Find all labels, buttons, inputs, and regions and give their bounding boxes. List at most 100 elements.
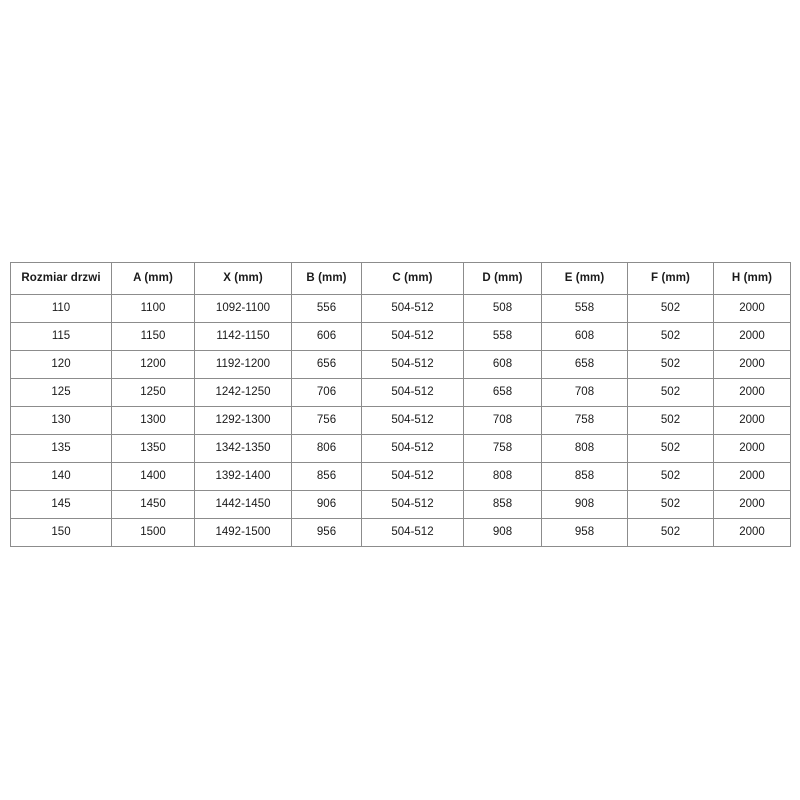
table-cell: 504-512 <box>361 294 464 323</box>
door-size-spec-table: Rozmiar drzwi A (mm) X (mm) B (mm) C (mm) D (… <box>10 262 791 547</box>
table-cell: 656 <box>291 350 362 379</box>
table-cell: 1200 <box>111 350 195 379</box>
table-cell: 2000 <box>713 490 791 519</box>
row-label-cell: 115 <box>10 322 112 351</box>
row-label-cell: 135 <box>10 434 112 463</box>
table-cell: 504-512 <box>361 490 464 519</box>
table-cell: 2000 <box>713 350 791 379</box>
table-cell: 908 <box>541 490 628 519</box>
table-header: Rozmiar drzwi A (mm) X (mm) B (mm) C (mm) D (… <box>10 262 791 295</box>
table-cell: 856 <box>291 462 362 491</box>
table-cell: 502 <box>627 490 714 519</box>
spec-table-container: Rozmiar drzwi A (mm) X (mm) B (mm) C (mm) D (… <box>10 262 791 547</box>
table-row: 145 1450 1442-1450 906 504-512 858 908 502 2000 <box>10 490 791 519</box>
table-cell: 502 <box>627 378 714 407</box>
table-cell: 958 <box>541 518 628 547</box>
table-cell: 1342-1350 <box>194 434 292 463</box>
table-cell: 1142-1150 <box>194 322 292 351</box>
table-row: 150 1500 1492-1500 956 504-512 908 958 502 2000 <box>10 518 791 547</box>
column-header: B (mm) <box>291 262 362 295</box>
table-cell: 504-512 <box>361 518 464 547</box>
table-cell: 758 <box>541 406 628 435</box>
table-cell: 1450 <box>111 490 195 519</box>
column-header: E (mm) <box>541 262 628 295</box>
column-header: D (mm) <box>463 262 542 295</box>
table-cell: 608 <box>541 322 628 351</box>
table-cell: 756 <box>291 406 362 435</box>
table-cell: 906 <box>291 490 362 519</box>
table-cell: 1250 <box>111 378 195 407</box>
table-cell: 1092-1100 <box>194 294 292 323</box>
table-cell: 1350 <box>111 434 195 463</box>
table-cell: 502 <box>627 518 714 547</box>
row-label-cell: 140 <box>10 462 112 491</box>
table-cell: 556 <box>291 294 362 323</box>
table-cell: 1500 <box>111 518 195 547</box>
table-cell: 658 <box>463 378 542 407</box>
table-cell: 502 <box>627 462 714 491</box>
row-label-cell: 120 <box>10 350 112 379</box>
table-cell: 1100 <box>111 294 195 323</box>
table-cell: 658 <box>541 350 628 379</box>
table-cell: 504-512 <box>361 322 464 351</box>
table-row: 125 1250 1242-1250 706 504-512 658 708 502 2000 <box>10 378 791 407</box>
table-cell: 858 <box>463 490 542 519</box>
column-header: Rozmiar drzwi <box>10 262 112 295</box>
row-label-cell: 150 <box>10 518 112 547</box>
table-cell: 502 <box>627 294 714 323</box>
table-row: 115 1150 1142-1150 606 504-512 558 608 502 2000 <box>10 322 791 351</box>
row-label-cell: 125 <box>10 378 112 407</box>
table-cell: 2000 <box>713 378 791 407</box>
table-cell: 1492-1500 <box>194 518 292 547</box>
table-cell: 2000 <box>713 294 791 323</box>
table-cell: 606 <box>291 322 362 351</box>
table-row: 110 1100 1092-1100 556 504-512 508 558 502 2000 <box>10 294 791 323</box>
table-row: 140 1400 1392-1400 856 504-512 808 858 502 2000 <box>10 462 791 491</box>
table-cell: 2000 <box>713 462 791 491</box>
table-row: 120 1200 1192-1200 656 504-512 608 658 502 2000 <box>10 350 791 379</box>
table-cell: 1292-1300 <box>194 406 292 435</box>
table-cell: 858 <box>541 462 628 491</box>
table-cell: 1300 <box>111 406 195 435</box>
table-cell: 1242-1250 <box>194 378 292 407</box>
table-cell: 558 <box>541 294 628 323</box>
table-cell: 2000 <box>713 518 791 547</box>
table-cell: 2000 <box>713 406 791 435</box>
column-header: X (mm) <box>194 262 292 295</box>
table-cell: 504-512 <box>361 350 464 379</box>
table-cell: 758 <box>463 434 542 463</box>
row-label-cell: 145 <box>10 490 112 519</box>
table-cell: 502 <box>627 322 714 351</box>
column-header: A (mm) <box>111 262 195 295</box>
column-header: F (mm) <box>627 262 714 295</box>
table-row: 130 1300 1292-1300 756 504-512 708 758 502 2000 <box>10 406 791 435</box>
table-cell: 504-512 <box>361 406 464 435</box>
table-cell: 504-512 <box>361 434 464 463</box>
table-cell: 708 <box>463 406 542 435</box>
row-label-cell: 130 <box>10 406 112 435</box>
table-cell: 2000 <box>713 434 791 463</box>
table-cell: 908 <box>463 518 542 547</box>
table-cell: 1150 <box>111 322 195 351</box>
table-cell: 508 <box>463 294 542 323</box>
table-header-row: Rozmiar drzwi A (mm) X (mm) B (mm) C (mm) D (… <box>10 262 791 295</box>
table-cell: 2000 <box>713 322 791 351</box>
table-cell: 1400 <box>111 462 195 491</box>
table-cell: 1192-1200 <box>194 350 292 379</box>
table-cell: 808 <box>463 462 542 491</box>
table-cell: 608 <box>463 350 542 379</box>
table-cell: 1392-1400 <box>194 462 292 491</box>
table-cell: 806 <box>291 434 362 463</box>
row-label-cell: 110 <box>10 294 112 323</box>
table-cell: 558 <box>463 322 542 351</box>
table-cell: 502 <box>627 350 714 379</box>
table-cell: 708 <box>541 378 628 407</box>
table-cell: 808 <box>541 434 628 463</box>
table-cell: 504-512 <box>361 378 464 407</box>
table-cell: 956 <box>291 518 362 547</box>
table-cell: 1442-1450 <box>194 490 292 519</box>
table-cell: 502 <box>627 434 714 463</box>
column-header: C (mm) <box>361 262 464 295</box>
column-header: H (mm) <box>713 262 791 295</box>
table-cell: 502 <box>627 406 714 435</box>
